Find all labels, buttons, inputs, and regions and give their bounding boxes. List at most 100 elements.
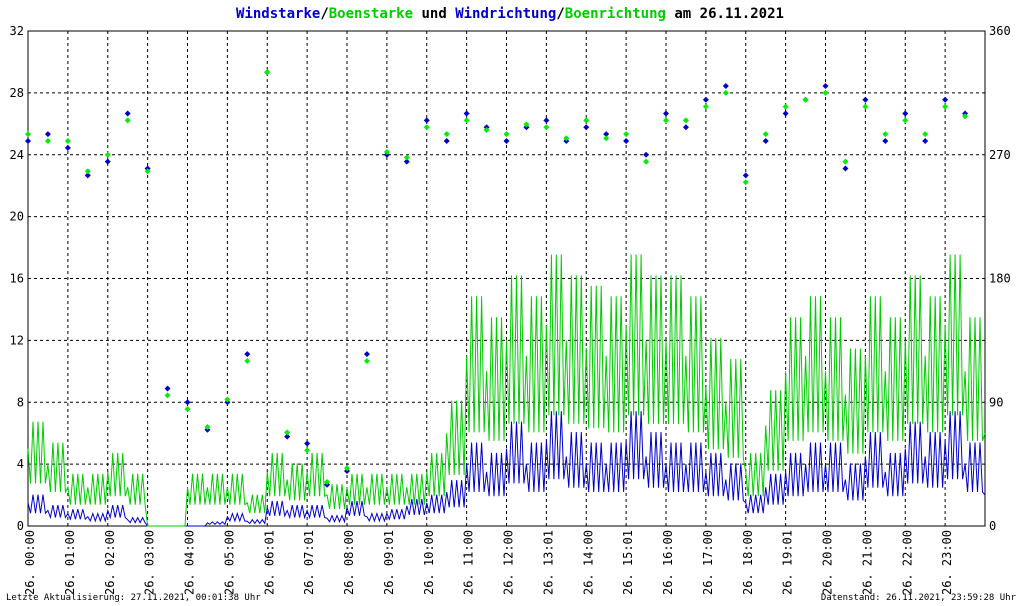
scatter-point-boenrichtung [862, 103, 869, 110]
title-part-3: und [413, 6, 455, 22]
x-tick-label: 26. 05:00 [222, 530, 236, 595]
scatter-point-boenrichtung [882, 131, 889, 138]
scatter-point-boenrichtung [64, 138, 71, 144]
y-tick-left: 24 [10, 148, 24, 162]
scatter-point-boenrichtung [962, 113, 969, 120]
scatter-point-boenrichtung [543, 124, 550, 131]
y-tick-left: 12 [10, 333, 24, 347]
scatter-point-windrichtung [423, 117, 430, 124]
chart-title: Windstarke/Boenstarke und Windrichtung/B… [236, 6, 784, 22]
scatter-point-boenrichtung [922, 131, 929, 138]
y-tick-left: 28 [10, 86, 24, 100]
title-part-1: / [320, 6, 328, 22]
scatter-point-boenrichtung [742, 179, 749, 186]
scatter-point-windrichtung [503, 138, 510, 144]
x-tick-label: 26. 23:00 [940, 530, 954, 595]
x-tick-label: 26. 07:01 [302, 530, 316, 595]
footer-right: Datenstand: 26.11.2021, 23:59:28 Uhr [820, 593, 1016, 603]
scatter-point-windrichtung [762, 138, 769, 144]
scatter-point-windrichtung [583, 124, 590, 131]
scatter-point-boenrichtung [483, 127, 490, 133]
x-tick-label: 26. 11:00 [462, 530, 476, 595]
scatter-point-boenrichtung [383, 149, 390, 155]
y-tick-right: 180 [989, 272, 1011, 286]
scatter-point-windrichtung [104, 158, 111, 165]
series-line-windstarke [27, 411, 986, 527]
scatter-point-boenrichtung [344, 465, 350, 472]
scatter-point-windrichtung [304, 440, 311, 447]
plot-frame [27, 30, 986, 527]
x-tick-label: 26. 03:00 [143, 530, 157, 595]
y-tick-right: 270 [989, 148, 1011, 162]
scatter-point-boenrichtung [443, 131, 450, 138]
y-tick-right: 90 [989, 395, 1003, 409]
scatter-point-boenrichtung [264, 69, 271, 76]
scatter-point-windrichtung [922, 138, 929, 144]
scatter-point-windrichtung [623, 138, 630, 144]
x-tick-label: 26. 06:01 [262, 530, 276, 595]
scatter-point-boenrichtung [762, 131, 769, 138]
x-tick-label: 26. 19:01 [781, 530, 795, 595]
y-tick-right: 0 [989, 519, 996, 533]
scatter-point-boenrichtung [523, 121, 530, 128]
scatter-point-boenrichtung [363, 358, 370, 364]
x-tick-label: 26. 18:00 [741, 530, 755, 595]
x-tick-label: 26. 02:00 [103, 530, 117, 595]
scatter-point-boenrichtung [244, 358, 251, 364]
x-tick-label: 26. 21:00 [860, 530, 874, 595]
x-tick-label: 26. 09:01 [382, 530, 396, 595]
scatter-point-windrichtung [363, 351, 370, 358]
y-tick-left: 16 [10, 272, 24, 286]
scatter-point-windrichtung [942, 96, 949, 103]
scatter-point-boenrichtung [284, 429, 291, 436]
x-tick-label: 26. 22:00 [900, 530, 914, 595]
scatter-point-windrichtung [64, 144, 71, 151]
scatter-point-boenrichtung [204, 424, 211, 430]
scatter-point-boenrichtung [84, 168, 91, 175]
scatter-point-boenrichtung [463, 117, 470, 124]
scatter-point-boenrichtung [942, 103, 949, 110]
scatter-point-windrichtung [842, 165, 849, 172]
x-tick-label: 26. 16:00 [661, 530, 675, 595]
scatter-point-boenrichtung [603, 135, 610, 142]
y-tick-left: 0 [17, 519, 24, 533]
scatter-point-windrichtung [124, 110, 131, 117]
scatter-point-boenrichtung [722, 89, 729, 96]
footer-left: Letzte Aktualisierung: 27.11.2021, 00:01… [6, 593, 261, 603]
series-line-boenstarke [27, 254, 986, 527]
x-tick-label: 26. 00:00 [23, 530, 37, 595]
title-part-7: am 26.11.2021 [666, 6, 784, 22]
scatter-point-boenrichtung [663, 117, 669, 124]
scatter-point-boenrichtung [842, 158, 849, 165]
scatter-point-windrichtung [184, 399, 191, 406]
scatter-point-boenrichtung [25, 131, 31, 138]
scatter-point-windrichtung [902, 110, 909, 117]
scatter-point-boenrichtung [583, 117, 590, 124]
scatter-point-windrichtung [443, 138, 450, 144]
title-part-4: Windrichtung [455, 6, 556, 22]
title-part-0: Windstarke [236, 6, 320, 22]
scatter-point-windrichtung [663, 110, 669, 117]
scatter-point-windrichtung [403, 158, 410, 165]
scatter-point-windrichtung [722, 83, 729, 89]
y-tick-left: 32 [10, 24, 24, 38]
scatter-point-boenrichtung [423, 124, 430, 131]
scatter-point-windrichtung [682, 124, 689, 131]
scatter-point-boenrichtung [144, 168, 151, 175]
scatter-point-boenrichtung [563, 135, 570, 142]
title-part-6: Boenrichtung [565, 6, 666, 22]
scatter-point-boenrichtung [324, 479, 331, 485]
x-tick-label: 26. 01:00 [63, 530, 77, 595]
scatter-point-windrichtung [603, 131, 610, 138]
x-tick-label: 26. 10:00 [422, 530, 436, 595]
scatter-point-boenrichtung [184, 406, 191, 413]
scatter-point-boenrichtung [702, 103, 709, 110]
scatter-point-windrichtung [822, 83, 829, 89]
x-tick-label: 26. 12:00 [502, 530, 516, 595]
scatter-point-boenrichtung [403, 154, 410, 161]
scatter-point-windrichtung [463, 110, 470, 117]
scatter-point-windrichtung [862, 96, 869, 103]
scatter-point-boenrichtung [802, 96, 809, 103]
